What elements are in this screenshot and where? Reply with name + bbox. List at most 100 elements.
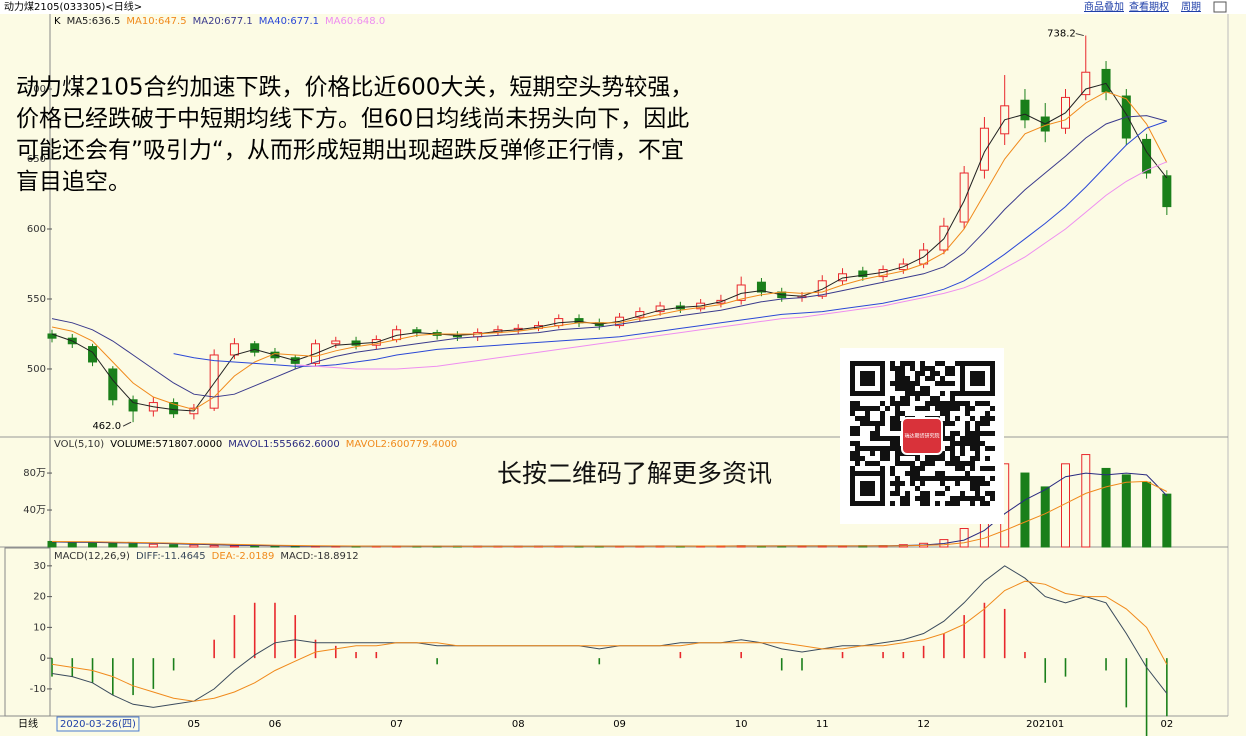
extreme-pointer xyxy=(122,421,132,427)
candle-body xyxy=(108,368,118,401)
cursor-date-box xyxy=(56,716,140,732)
macd-side-box xyxy=(4,547,51,717)
volume-bar xyxy=(169,544,179,548)
x-tick-label: 05 xyxy=(188,719,201,730)
x-tick-label: 202101 xyxy=(1026,719,1064,730)
legend-entry: DEA:-2.0189 xyxy=(212,551,275,562)
volume-bar xyxy=(209,545,219,548)
candle-body xyxy=(47,333,57,339)
legend-entry: MA20:677.1 xyxy=(193,16,253,27)
candle-body xyxy=(554,318,564,327)
candle-body xyxy=(351,340,361,346)
candle-body xyxy=(655,305,665,313)
volume-bar xyxy=(108,542,118,548)
volume-bar xyxy=(250,545,260,548)
y-tick-label: 20 xyxy=(33,592,46,603)
candle-body xyxy=(817,280,827,297)
plot-area: 500 550 600 650 700 738.2 462.0 K MA5:636.5 MA10:… xyxy=(23,16,1173,736)
annotation-text: 动力煤2105合约加速下跌，价格比近600大关，短期空头势较强， xyxy=(16,75,693,101)
candle-body xyxy=(1081,71,1091,96)
volume-bar xyxy=(1121,474,1131,548)
overlay: 瑞达期货研究院 长按二维码了解更多资讯 xyxy=(497,348,1004,524)
legend-entry: MACD:-18.8912 xyxy=(280,551,358,562)
candle-body xyxy=(1142,138,1152,174)
x-tick-label: 11 xyxy=(816,719,829,730)
volume-bar xyxy=(67,541,77,548)
qr-logo xyxy=(901,417,943,455)
y-tick-label: 30 xyxy=(33,561,46,572)
volume-bar xyxy=(1142,481,1152,548)
candle-body xyxy=(331,340,341,345)
candle-body xyxy=(209,354,219,409)
y-tick-label: 550 xyxy=(27,294,46,305)
header-button[interactable]: 商品叠加 xyxy=(1084,0,1124,13)
volume-bar xyxy=(959,528,969,548)
y-tick-label: 500 xyxy=(27,364,46,375)
candle-body xyxy=(756,281,766,293)
annotation-text: 盲目追空。 xyxy=(16,169,131,195)
candle-body xyxy=(858,270,868,278)
mavol-line xyxy=(51,480,1168,547)
extreme-label: 738.2 xyxy=(1047,29,1076,40)
volume-bar xyxy=(128,543,138,548)
header-icon[interactable] xyxy=(1213,1,1227,13)
legend-entry: DIFF:-11.4645 xyxy=(136,551,206,562)
y-tick-label: -10 xyxy=(30,684,46,695)
legend-entry: MAVOL2:600779.4000 xyxy=(346,439,457,450)
y-tick-label: 600 xyxy=(27,224,46,235)
volume-bar xyxy=(47,540,57,548)
extreme-label: 462.0 xyxy=(92,421,121,432)
period-label: 日线 xyxy=(18,717,38,730)
x-tick-label: 06 xyxy=(269,719,282,730)
candle-body xyxy=(979,127,989,171)
candle-body xyxy=(1162,175,1172,208)
annotation-text: 价格已经跌破于中短期均线下方。但60日均线尚未拐头向下，因此 xyxy=(16,106,689,132)
extreme-pointer xyxy=(1075,33,1084,37)
qr-logo-text: 瑞达期货研究院 xyxy=(904,433,939,440)
volume-bar xyxy=(1020,472,1030,548)
legend-entry: MA60:648.0 xyxy=(325,16,385,27)
header-button[interactable]: 周期 xyxy=(1181,1,1201,13)
volume-bar xyxy=(148,543,158,548)
volume-bar xyxy=(1081,454,1091,548)
macd-line xyxy=(51,580,1168,702)
header-button[interactable]: 查看期权 xyxy=(1129,0,1169,13)
candle-body xyxy=(1020,99,1030,121)
y-tick-label: 700 xyxy=(27,84,46,95)
volume-bar xyxy=(229,545,239,548)
legend-entry: K xyxy=(54,16,61,27)
legend-entry: MA40:677.1 xyxy=(259,16,319,27)
volume-bar xyxy=(1162,493,1172,548)
ma-line xyxy=(51,115,1167,398)
header-title: 动力煤2105(033305)<日线> xyxy=(4,0,142,13)
volume-bar xyxy=(1101,467,1111,548)
x-tick-label: 07 xyxy=(390,719,403,730)
legend-entry: VOLUME:571807.0000 xyxy=(110,439,222,450)
y-tick-label: 0 xyxy=(40,653,46,664)
ma-line xyxy=(51,91,1168,411)
header-bar xyxy=(0,0,1246,14)
x-tick-label: 02 xyxy=(1160,719,1173,730)
candle-body xyxy=(250,343,260,353)
macd-line xyxy=(51,565,1168,708)
candle-body xyxy=(128,399,138,412)
candle-body xyxy=(88,346,98,363)
legend-entry: MAVOL1:555662.6000 xyxy=(228,439,339,450)
legend-entry: VOL(5,10) xyxy=(54,439,104,450)
ma-line xyxy=(173,120,1167,367)
annotation-text: 可能还会有”吸引力“，从而形成短期出现超跌反弹修正行情，不宜 xyxy=(16,138,684,164)
legend-entry: MA5:636.5 xyxy=(67,16,121,27)
volume-bar xyxy=(189,544,199,548)
y-tick-label: 10 xyxy=(33,622,46,633)
x-tick-label: 08 xyxy=(512,719,525,730)
x-tick-label: 12 xyxy=(917,719,930,730)
x-tick-label: 10 xyxy=(735,719,748,730)
volume-bar xyxy=(1040,486,1050,548)
candle-body xyxy=(959,172,969,223)
ma-line xyxy=(295,161,1167,370)
y-tick-label: 80万 xyxy=(23,468,46,479)
candle-body xyxy=(229,343,239,356)
volume-bar xyxy=(88,542,98,548)
